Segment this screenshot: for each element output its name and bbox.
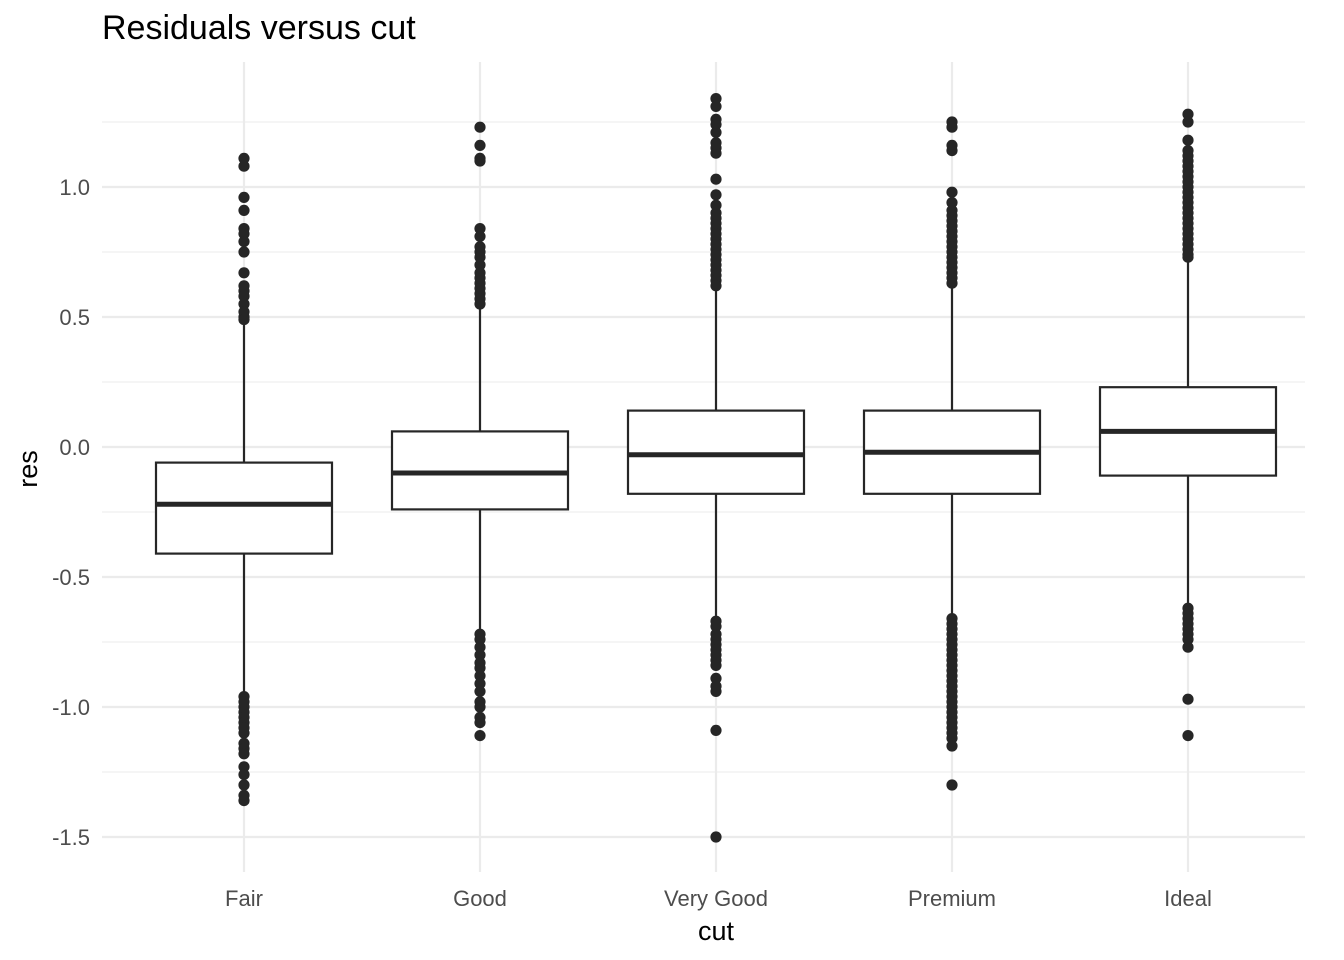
outlier-point [238, 748, 250, 760]
box-group [154, 152, 334, 807]
outlier-point [474, 633, 486, 646]
outlier-point [474, 670, 486, 682]
outlier-point [946, 740, 958, 752]
x-tick-label: Good [453, 886, 507, 911]
outlier-point [474, 641, 486, 653]
outlier-point [238, 761, 250, 773]
boxes [154, 93, 1278, 843]
outlier-point [238, 795, 250, 807]
outlier-point [474, 259, 486, 271]
outlier-point [238, 769, 250, 781]
box-iqr [154, 461, 334, 555]
outlier-point [238, 314, 250, 326]
outlier-point [1182, 641, 1194, 653]
box-group [862, 116, 1042, 791]
outlier-point [238, 152, 250, 164]
outlier-point [1182, 108, 1194, 120]
outlier-point [946, 277, 958, 289]
outlier-point [710, 100, 722, 112]
outlier-point [474, 701, 486, 713]
outlier-point [710, 199, 722, 211]
outlier-point [1182, 633, 1194, 646]
x-tick-label: Ideal [1164, 886, 1212, 911]
outlier-point [710, 672, 722, 685]
y-axis-ticks: -1.5 -1.0 -0.5 0.0 0.5 1.0 [52, 175, 90, 850]
outlier-point [710, 126, 722, 138]
y-tick-label: 1.0 [59, 175, 90, 200]
outlier-point [946, 197, 958, 209]
outlier-point [710, 147, 722, 159]
outlier-point [474, 685, 486, 698]
outlier-point [710, 620, 722, 633]
outlier-point [238, 191, 250, 203]
outlier-point [238, 727, 250, 739]
outlier-point [1182, 251, 1194, 263]
outlier-point [1182, 693, 1194, 705]
outlier-point [946, 145, 958, 157]
outlier-point [474, 730, 486, 742]
outlier-point [710, 93, 722, 105]
outlier-point [474, 230, 486, 242]
y-axis-title: res [13, 450, 43, 488]
outlier-point [1182, 116, 1194, 128]
y-tick-label: -0.5 [52, 565, 90, 590]
outlier-point [474, 678, 486, 690]
outlier-point [238, 236, 250, 248]
outlier-point [710, 724, 722, 737]
outlier-point [238, 228, 250, 240]
outlier-point [946, 779, 958, 791]
outlier-point [474, 155, 486, 167]
y-tick-label: -1.0 [52, 695, 90, 720]
outlier-point [946, 121, 958, 133]
x-axis-title: cut [698, 916, 735, 946]
outlier-point [238, 204, 250, 216]
box-iqr [626, 409, 806, 495]
box-group [1098, 108, 1278, 742]
x-tick-label: Premium [908, 886, 996, 911]
box-group [626, 93, 806, 843]
outlier-point [710, 685, 722, 698]
x-tick-label: Fair [225, 886, 263, 911]
y-tick-label: 0.0 [59, 435, 90, 460]
outlier-point [238, 246, 250, 258]
x-axis-ticks: Fair Good Very Good Premium Ideal [225, 886, 1212, 911]
chart-title: Residuals versus cut [102, 9, 416, 47]
x-tick-label: Very Good [664, 886, 768, 911]
box-iqr [390, 430, 570, 511]
outlier-point [238, 298, 250, 310]
outlier-point [474, 649, 486, 661]
outlier-point [1182, 730, 1194, 742]
outlier-point [474, 717, 486, 729]
y-tick-label: 0.5 [59, 305, 90, 330]
outlier-point [946, 186, 958, 198]
outlier-point [710, 831, 722, 843]
outlier-point [238, 779, 250, 791]
outlier-point [474, 139, 486, 151]
outlier-point [238, 160, 250, 172]
outlier-point [238, 267, 250, 279]
outlier-point [710, 280, 722, 292]
outlier-point [710, 119, 722, 131]
outlier-point [946, 732, 958, 744]
outlier-point [474, 121, 486, 133]
outlier-point [474, 298, 486, 310]
outlier-point [710, 659, 722, 672]
y-tick-label: -1.5 [52, 825, 90, 850]
outlier-point [1182, 134, 1194, 146]
outlier-point [474, 662, 486, 674]
outlier-point [710, 189, 722, 201]
outlier-point [474, 223, 486, 235]
outlier-point [474, 251, 486, 263]
outlier-point [710, 173, 722, 185]
box-group [390, 121, 570, 742]
outlier-point [238, 290, 250, 302]
